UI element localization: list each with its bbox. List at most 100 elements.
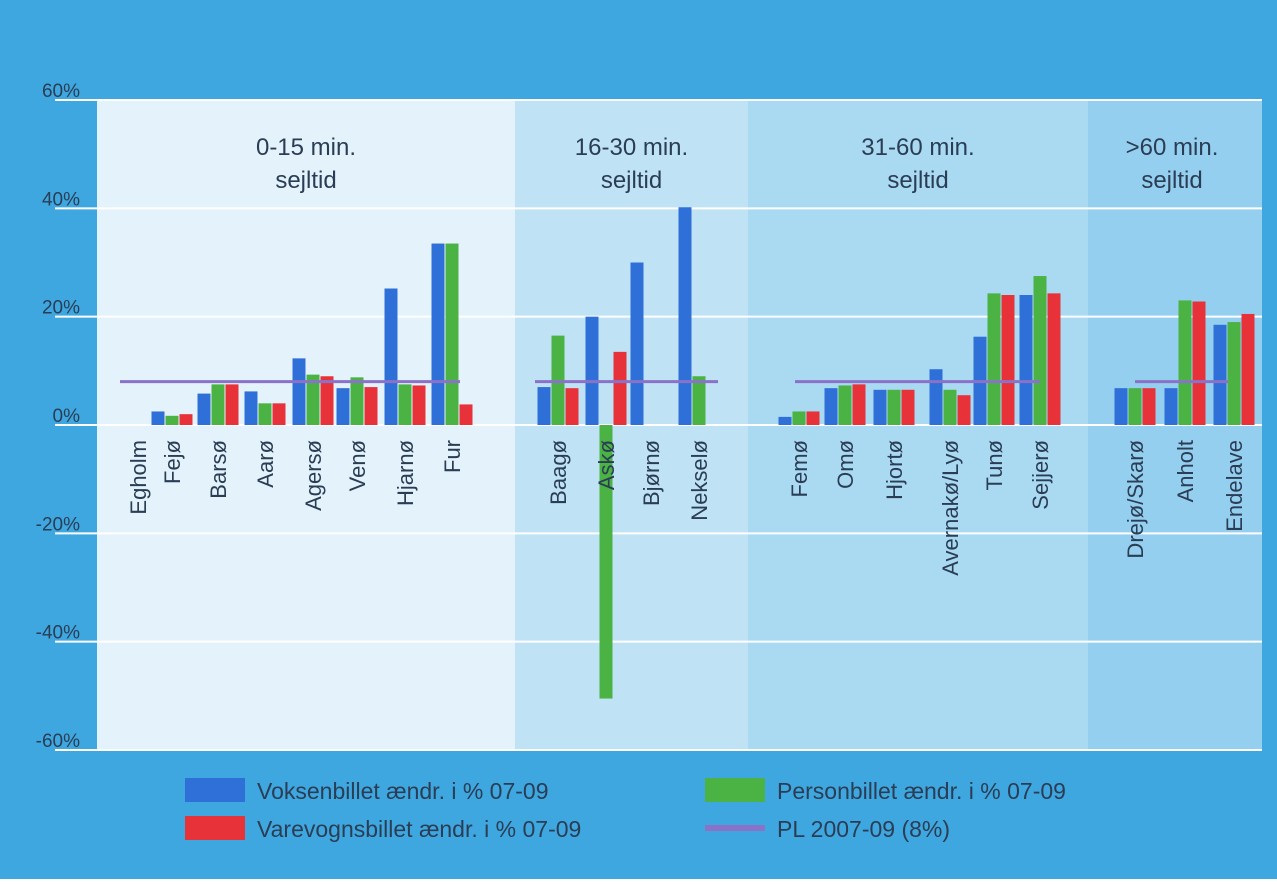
y-tick-label: 0%	[53, 406, 81, 427]
group-label-time: >60 min.	[1126, 134, 1219, 161]
bar-varevogn-anholt	[1192, 301, 1206, 425]
bar-voksen-baago	[537, 387, 551, 425]
category-label-nekselo: Nekselø	[687, 440, 712, 521]
y-axis: 60% 40% 20% 0% -20% -40% -60%	[36, 81, 80, 752]
bar-voksen-avernako-lyo	[929, 369, 943, 425]
category-label-hjorto: Hjortø	[882, 440, 907, 500]
bar-voksen-omo	[824, 388, 838, 425]
category-label-baago: Baagø	[546, 440, 571, 505]
bar-voksen-hjarno	[384, 288, 398, 425]
bar-person-fejo	[165, 415, 179, 425]
bar-voksen-nekselo	[678, 207, 692, 425]
category-label-veno: Venø	[345, 440, 370, 491]
bar-voksen-veno	[336, 388, 350, 425]
bar-person-asko	[599, 425, 613, 699]
legend-swatch-varevogn	[185, 816, 245, 840]
bar-varevogn-agerso	[320, 376, 334, 425]
category-label-sejjero: Sejjerø	[1028, 440, 1053, 510]
bar-person-fur	[445, 243, 459, 425]
bar-voksen-asko	[585, 316, 599, 425]
category-label-aaro: Aarø	[253, 440, 278, 488]
legend-label-pl: PL 2007-09 (8%)	[777, 816, 950, 842]
bar-varevogn-omo	[852, 384, 866, 425]
bar-person-drejo-skaro	[1128, 388, 1142, 425]
legend-label-varevogn: Varevognsbillet ændr. i % 07-09	[257, 816, 581, 842]
category-label-egholm: Egholm	[126, 440, 151, 515]
bar-voksen-bjorno	[630, 262, 644, 425]
category-label-avernako-lyo: Avernakø/Lyø	[938, 440, 963, 576]
category-label-bjorno: Bjørnø	[639, 440, 664, 506]
bar-varevogn-hjorto	[901, 389, 915, 425]
group-label-sejltid: sejltid	[275, 167, 336, 194]
bar-voksen-aaro	[244, 391, 258, 425]
legend-swatch-pl	[705, 825, 765, 831]
legend-label-person: Personbillet ændr. i % 07-09	[777, 778, 1066, 804]
group-labels: 0-15 min. sejltid 16-30 min. sejltid 31-60 m…	[256, 134, 1218, 194]
y-tick-label: 20%	[42, 298, 80, 319]
bar-varevogn-veno	[364, 387, 378, 425]
bar-varevogn-fejo	[179, 414, 193, 425]
category-labels: Egholm Fejø Barsø Aarø Agersø Venø Hjarnø Fur Ba…	[126, 440, 1247, 576]
bar-voksen-sejjero	[1019, 295, 1033, 425]
group-label-sejltid: sejltid	[1141, 167, 1202, 194]
category-label-hjarno: Hjarnø	[393, 440, 418, 506]
category-label-omo: Omø	[833, 440, 858, 489]
bar-person-omo	[838, 385, 852, 425]
category-label-anholt: Anholt	[1173, 440, 1198, 502]
bar-voksen-fejo	[151, 411, 165, 425]
y-tick-label: -40%	[36, 623, 80, 644]
category-label-endelave: Endelave	[1222, 440, 1247, 532]
bar-person-hjorto	[887, 389, 901, 425]
bar-varevogn-aaro	[272, 403, 286, 425]
group-label-sejltid: sejltid	[887, 167, 948, 194]
bar-person-hjarno	[398, 384, 412, 425]
group-label-time: 0-15 min.	[256, 134, 356, 161]
bar-voksen-agerso	[292, 358, 306, 425]
bar-varevogn-baago	[565, 388, 579, 425]
bar-person-agerso	[306, 374, 320, 425]
bar-varevogn-endelave	[1241, 313, 1255, 425]
bar-person-endelave	[1227, 322, 1241, 425]
bar-person-aaro	[258, 403, 272, 425]
legend-swatch-person	[705, 778, 765, 802]
category-label-fur: Fur	[440, 440, 465, 473]
bar-voksen-femo	[778, 416, 792, 425]
bar-person-nekselo	[692, 376, 706, 425]
bar-varevogn-drejo-skaro	[1142, 388, 1156, 425]
category-label-barso: Barsø	[206, 440, 231, 499]
bar-varevogn-barso	[225, 384, 239, 425]
bar-person-barso	[211, 384, 225, 425]
y-tick-label: -60%	[36, 731, 80, 752]
bar-voksen-hjorto	[873, 389, 887, 425]
bar-voksen-anholt	[1164, 388, 1178, 425]
bar-person-avernako-lyo	[943, 389, 957, 425]
category-label-agerso: Agersø	[301, 440, 326, 511]
y-tick-label: -20%	[36, 514, 80, 535]
bar-person-tuno	[987, 293, 1001, 425]
bar-varevogn-tuno	[1001, 295, 1015, 425]
legend: Voksenbillet ændr. i % 07-09 Personbillet…	[185, 778, 1066, 842]
y-tick-label: 60%	[42, 81, 80, 102]
y-tick-label: 40%	[42, 189, 80, 210]
bar-voksen-drejo-skaro	[1114, 388, 1128, 425]
group-label-sejltid: sejltid	[601, 167, 662, 194]
bar-varevogn-fur	[459, 404, 473, 425]
category-label-tuno: Tunø	[982, 440, 1007, 491]
category-label-femo: Femø	[787, 440, 812, 497]
bar-voksen-fur	[431, 243, 445, 425]
category-label-asko: Askø	[594, 440, 619, 490]
category-label-fejo: Fejø	[160, 440, 185, 484]
bar-person-femo	[792, 411, 806, 425]
bar-voksen-barso	[197, 393, 211, 425]
legend-label-voksen: Voksenbillet ændr. i % 07-09	[257, 778, 549, 804]
group-label-time: 16-30 min.	[575, 134, 688, 161]
category-label-drejo-skaro: Drejø/Skarø	[1123, 440, 1148, 559]
bar-varevogn-femo	[806, 411, 820, 425]
bar-person-anholt	[1178, 300, 1192, 425]
group-label-time: 31-60 min.	[861, 134, 974, 161]
bar-person-sejjero	[1033, 276, 1047, 425]
bar-varevogn-avernako-lyo	[957, 395, 971, 425]
bar-varevogn-hjarno	[412, 385, 426, 425]
